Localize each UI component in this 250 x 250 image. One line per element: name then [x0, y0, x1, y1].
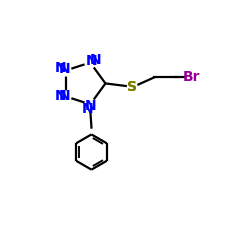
Text: S: S: [127, 80, 137, 94]
Text: N: N: [86, 54, 97, 68]
Circle shape: [85, 57, 96, 68]
Circle shape: [60, 91, 71, 102]
Text: N: N: [54, 61, 66, 75]
Text: N: N: [58, 62, 70, 76]
Text: Br: Br: [182, 70, 200, 84]
Circle shape: [128, 82, 137, 92]
Text: N: N: [90, 53, 102, 67]
Text: N: N: [58, 90, 70, 104]
Circle shape: [85, 99, 96, 110]
Circle shape: [60, 65, 71, 76]
Text: N: N: [82, 102, 94, 116]
Text: N: N: [84, 98, 96, 112]
Text: S: S: [127, 80, 137, 94]
Text: N: N: [54, 90, 66, 104]
